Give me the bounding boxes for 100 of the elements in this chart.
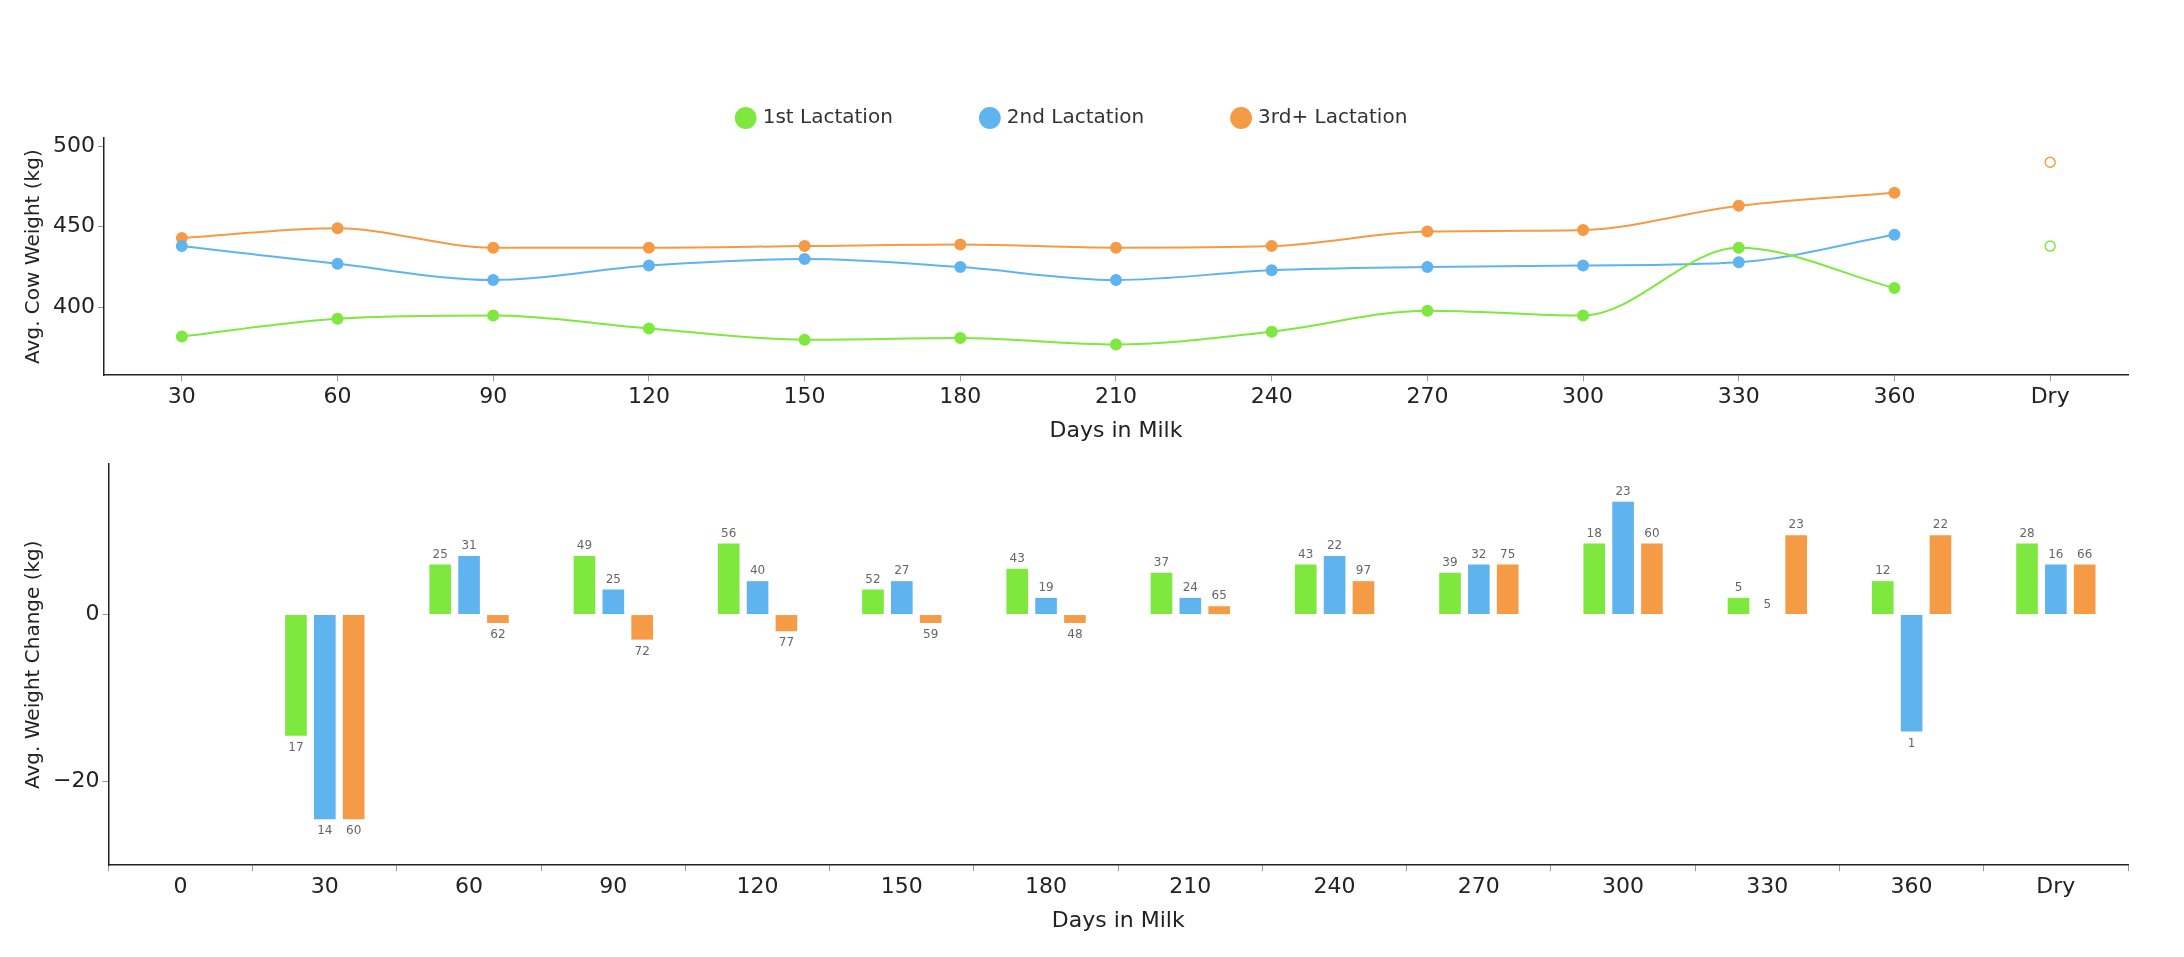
bar [2016,543,2038,615]
point [175,330,188,343]
annotation: 17 [288,739,304,754]
bar [602,589,625,615]
x-tick-label: 330 [1746,873,1789,899]
annotation: 23 [1788,517,1804,532]
bar [1727,597,1750,615]
x-tick-label: 60 [455,873,484,899]
point [487,241,500,254]
x-tick-label: Dry [2030,383,2070,409]
bar [1612,501,1634,615]
x-tick-label: 30 [167,383,196,409]
annotation: 22 [1932,517,1949,532]
legend-label: 3rd+ Lactation [1258,104,1408,129]
x-tick-label: 360 [1873,383,1916,409]
point [1110,241,1122,254]
annotation: 24 [1182,579,1198,594]
y-tick-label: 0 [85,600,100,626]
bar [487,615,509,623]
point [1732,256,1745,269]
x-tick-label: 120 [736,873,779,899]
point [487,309,500,322]
x-tick-label: 270 [1457,873,1500,899]
point [1421,304,1434,317]
annotation: 37 [1153,554,1170,569]
annotation: 97 [1355,563,1372,578]
x-tick-label: 300 [1562,383,1605,409]
x-tick-label: 210 [1095,383,1137,409]
bar [1323,556,1346,615]
bar [285,615,307,736]
bar [1496,564,1519,615]
point [642,241,655,254]
bar [1785,535,1808,615]
bar [1641,543,1663,615]
bar [1208,606,1231,615]
annotation: 43 [1009,550,1025,565]
point [1732,199,1745,212]
point [954,261,967,274]
bar [1871,581,1894,615]
bar [429,564,452,615]
annotation: 28 [2019,525,2035,540]
annotation: 65 [1211,588,1227,603]
bar [1150,572,1173,615]
x-tick-label: 180 [939,383,982,409]
bar [919,615,942,623]
x-tick-label: 150 [783,383,826,409]
annotation: 52 [865,571,881,586]
x-tick-label: 90 [599,873,628,899]
annotation: 77 [778,635,795,650]
legend-label: 1st Lactation [762,104,893,129]
x-tick-label: 90 [479,383,508,409]
point [1577,223,1590,236]
annotation: 40 [749,563,766,578]
bar [342,615,365,820]
legend-label: 2nd Lactation [1006,104,1145,129]
point [798,333,811,346]
annotation: 39 [1442,554,1458,569]
annotation: 12 [1875,563,1891,578]
point [954,332,967,345]
annotation: 62 [490,627,506,642]
y-axis-title: Avg. Weight Change (kg) [20,540,45,789]
x-tick-label: 360 [1890,873,1933,899]
x-tick-label: 150 [880,873,923,899]
annotation: 72 [634,643,650,658]
bar [717,543,740,615]
bar [775,615,798,632]
annotation: 22 [1326,538,1343,553]
bar [1439,572,1461,615]
bar [1179,597,1202,615]
annotation: 5 [1734,579,1743,594]
annotation: 66 [2077,546,2093,561]
point [954,238,967,251]
bar [862,589,884,615]
annotation: 56 [721,525,737,540]
x-tick-label: Dry [2036,873,2076,899]
point [1888,228,1901,241]
point [1888,282,1901,295]
x-tick-label: 120 [627,383,670,409]
bar [631,615,653,640]
annotation: 32 [1471,546,1487,561]
bar [1900,615,1923,732]
point [1577,259,1590,272]
point [331,312,344,325]
annotation: 16 [2048,546,2064,561]
bar [891,581,913,615]
x-tick-label: 180 [1025,873,1068,899]
point [798,253,811,266]
point [642,322,655,335]
point [1265,264,1278,277]
x-axis-title: Days in Milk [1049,416,1183,442]
point [1110,274,1122,286]
point [642,259,655,272]
point [1421,225,1434,238]
point [798,240,811,253]
point [331,222,344,235]
bar [2045,564,2067,615]
annotation: 14 [317,823,333,838]
annotation: 19 [1038,579,1054,594]
annotation: 18 [1586,525,1602,540]
point [1888,186,1901,199]
